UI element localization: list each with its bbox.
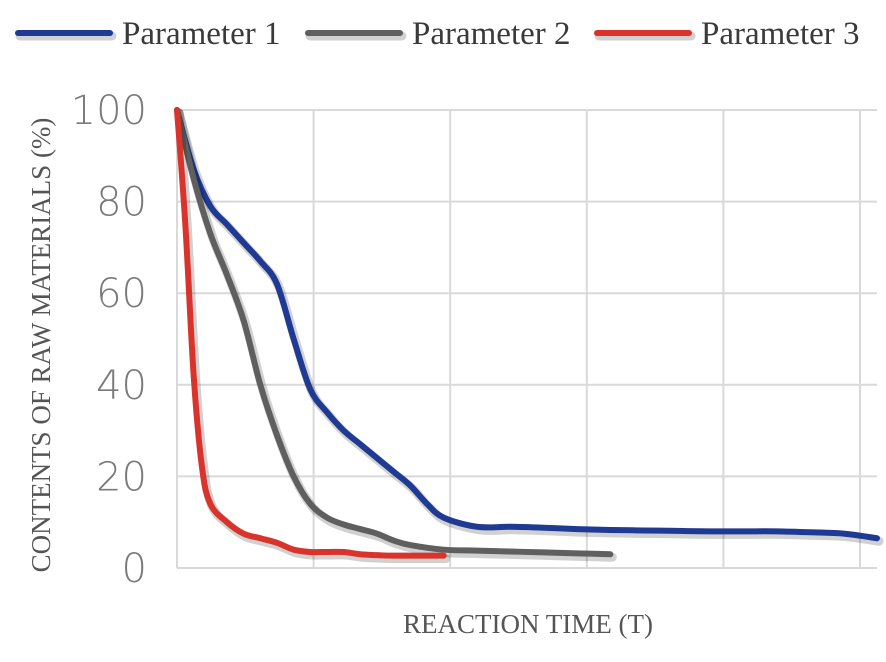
legend-label-1: Parameter 1: [122, 16, 281, 52]
y-tick-label: 0: [122, 546, 147, 592]
y-tick-labels: 100 80 60 40 20 0: [71, 88, 147, 592]
y-tick-label: 80: [96, 180, 147, 226]
legend-label-2: Parameter 2: [412, 16, 571, 52]
series-line-shadow: [174, 108, 451, 564]
y-tick-label: 60: [96, 271, 147, 317]
series-lines: [174, 107, 884, 564]
legend: Parameter 1 Parameter 2 Parameter 3: [15, 16, 860, 52]
y-axis-title: CONTENTS OF RAW MATERIALS (%): [26, 118, 56, 573]
y-tick-label: 40: [96, 363, 147, 409]
legend-label-3: Parameter 3: [701, 16, 860, 52]
x-axis-title: REACTION TIME (T): [403, 609, 653, 639]
gridlines: [176, 109, 877, 569]
series-line-3: [174, 107, 447, 559]
series-line-shadow: [174, 108, 617, 562]
series-line-1: [174, 107, 880, 542]
y-tick-label: 20: [96, 454, 147, 500]
series-line-2: [174, 107, 614, 558]
y-tick-label: 100: [71, 88, 147, 134]
